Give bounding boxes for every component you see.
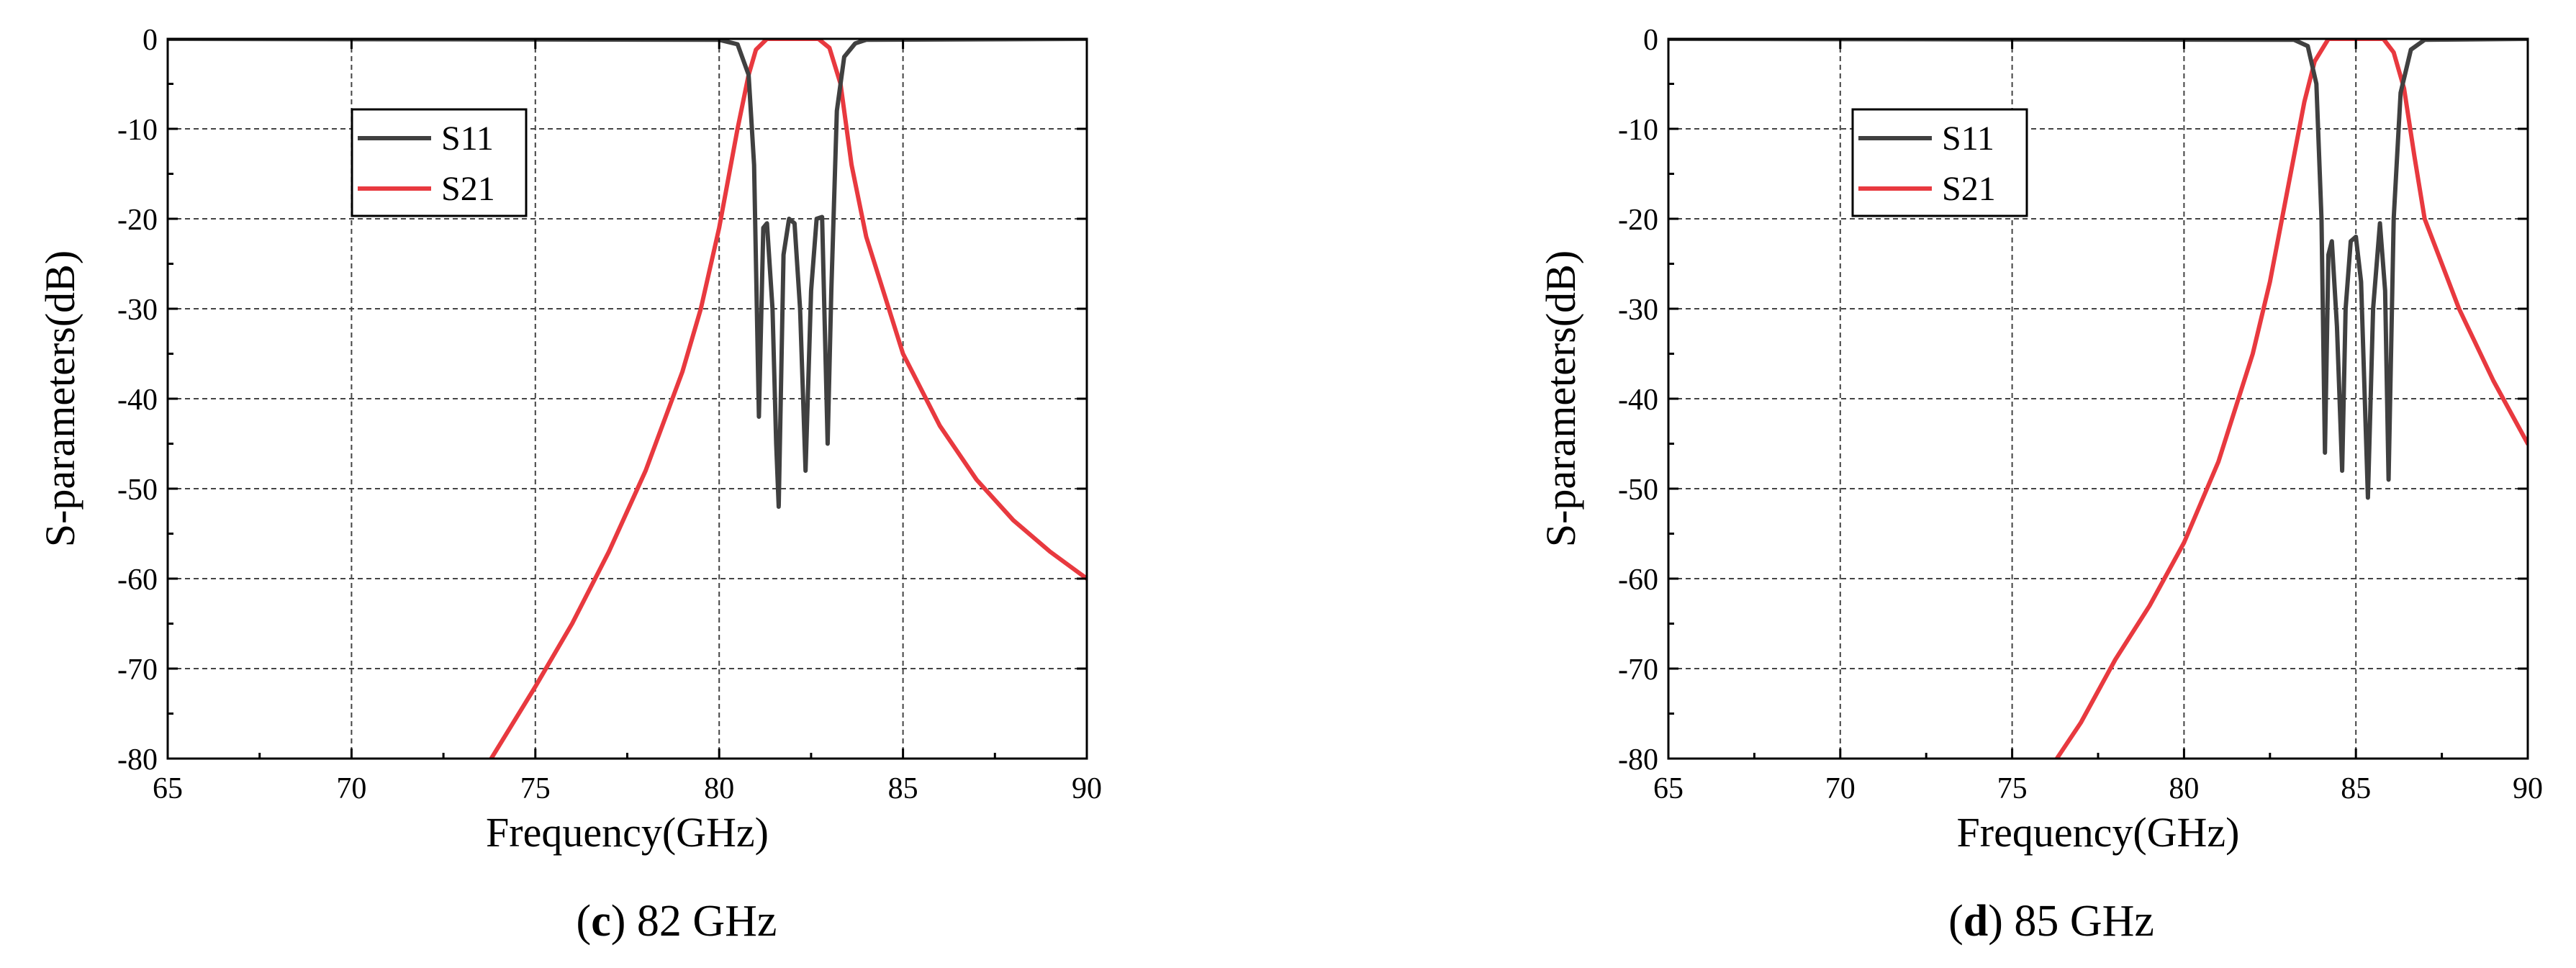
y-tick-label: -60 [1618,564,1658,597]
y-tick-label: -70 [1618,653,1658,687]
y-tick-label: -20 [1618,204,1658,237]
series-line-s21 [2054,39,2528,759]
x-tick-label: 80 [704,772,734,805]
x-tick-label: 70 [1825,772,1856,805]
grid [1668,39,2528,759]
caption-close-paren: ) [1988,897,2003,946]
y-tick-label: -40 [117,384,158,417]
series-line-s21 [489,39,1087,759]
y-tick-label: -80 [1618,743,1658,777]
y-tick-label: -40 [1618,384,1658,417]
ticks: 65 70 75 80 85 90 0 -10 -20 -30 -40 -50 -60 -70 -80 [1618,24,2543,805]
legend-label-s21: S21 [1942,170,1996,208]
y-tick-label: -30 [117,294,158,327]
x-axis-title: Frequency(GHz) [1957,809,2240,856]
y-tick-label: 0 [1643,24,1658,57]
x-tick-label: 85 [888,772,918,805]
y-tick-label: -50 [1618,474,1658,507]
caption-open-paren: ( [1948,897,1963,946]
legend-label-s21: S21 [441,170,495,208]
x-tick-label: 75 [1997,772,2028,805]
chart-panel-0: 65 70 75 80 85 90 0 -10 -20 -30 -40 -50 -60 -70 -80 Fre… [37,24,1102,946]
y-axis-title: S-parameters(dB) [37,250,83,547]
x-axis-title: Frequency(GHz) [486,809,769,856]
y-tick-label: -20 [117,204,158,237]
caption-open-paren: ( [577,897,592,946]
x-tick-label: 90 [2513,772,2543,805]
caption-text: 82 GHz [625,897,777,946]
legend-label-s11: S11 [1942,119,1994,158]
y-tick-label: -10 [117,114,158,147]
y-tick-label: -10 [1618,114,1658,147]
chart-panel-1: 65 70 75 80 85 90 0 -10 -20 -30 -40 -50 -60 -70 -80 Fre… [1537,24,2543,946]
y-tick-label: -70 [117,653,158,687]
y-tick-label: -60 [117,564,158,597]
legend-label-s11: S11 [441,119,494,158]
y-axis-title: S-parameters(dB) [1537,250,1584,547]
series-line-s11 [168,39,1087,509]
y-tick-label: -50 [117,474,158,507]
y-tick-label: -30 [1618,294,1658,327]
caption: (d) 85 GHz [1948,897,2154,946]
y-tick-label: 0 [143,24,158,57]
legend-box [351,108,528,217]
caption: (c) 82 GHz [577,897,777,946]
x-tick-label: 90 [1072,772,1102,805]
series-group [168,39,1087,759]
series-group [1668,39,2528,759]
caption-text: 85 GHz [2003,897,2154,946]
ticks: 65 70 75 80 85 90 0 -10 -20 -30 -40 -50 -60 -70 -80 [117,24,1102,805]
x-tick-label: 65 [153,772,183,805]
legend-box [1851,108,2028,217]
x-tick-label: 65 [1653,772,1684,805]
y-tick-label: -80 [117,743,158,777]
x-tick-label: 75 [520,772,551,805]
series-line-s11 [1668,39,2528,500]
caption-letter: c [591,897,611,946]
x-tick-label: 80 [2169,772,2199,805]
caption-close-paren: ) [611,897,626,946]
x-tick-label: 85 [2341,772,2371,805]
grid [168,39,1087,759]
caption-letter: d [1963,897,1988,946]
x-tick-label: 70 [336,772,366,805]
